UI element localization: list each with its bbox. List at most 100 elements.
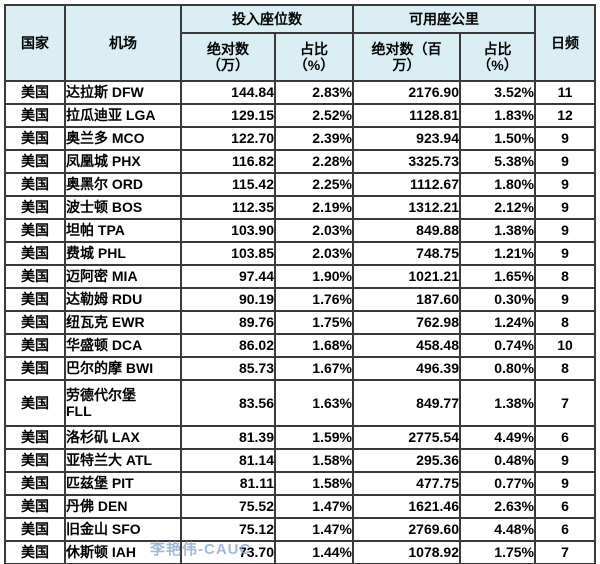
cell-daily-freq: 6 — [534, 425, 596, 450]
cell-ask-abs: 1078.92 — [352, 540, 461, 564]
cell-ask-share: 1.83% — [459, 103, 536, 128]
cell-seats-share: 2.03% — [274, 241, 354, 266]
cell-country: 美国 — [4, 241, 66, 266]
cell-country: 美国 — [4, 149, 66, 174]
cell-airport: 丹佛 DEN — [64, 494, 182, 519]
cell-ask-share: 3.52% — [459, 80, 536, 105]
cell-seats-share: 1.68% — [274, 333, 354, 358]
cell-country: 美国 — [4, 287, 66, 312]
cell-daily-freq: 9 — [534, 241, 596, 266]
cell-airport: 迈阿密 MIA — [64, 264, 182, 289]
table-row: 美国 达勒姆 RDU 90.19 1.76% 187.60 0.30% 9 — [4, 287, 596, 312]
table-header: 国家 机场 投入座位数 可用座公里 日频 绝对数 （万） 占比 （%） 绝对数（… — [4, 4, 596, 82]
cell-seats-share: 1.76% — [274, 287, 354, 312]
cell-country: 美国 — [4, 333, 66, 358]
cell-ask-share: 1.38% — [459, 379, 536, 427]
cell-seats-abs: 103.85 — [180, 241, 276, 266]
cell-ask-abs: 3325.73 — [352, 149, 461, 174]
cell-ask-share: 0.48% — [459, 448, 536, 473]
cell-airport: 坦帕 TPA — [64, 218, 182, 243]
cell-country: 美国 — [4, 195, 66, 220]
cell-airport: 达勒姆 RDU — [64, 287, 182, 312]
cell-seats-share: 2.03% — [274, 218, 354, 243]
table-row: 美国 巴尔的摩 BWI 85.73 1.67% 496.39 0.80% 8 — [4, 356, 596, 381]
table-row: 美国 洛杉矶 LAX 81.39 1.59% 2775.54 4.49% 6 — [4, 425, 596, 450]
table-row: 美国 亚特兰大 ATL 81.14 1.58% 295.36 0.48% 9 — [4, 448, 596, 473]
cell-airport: 奥黑尔 ORD — [64, 172, 182, 197]
table-row: 美国 迈阿密 MIA 97.44 1.90% 1021.21 1.65% 8 — [4, 264, 596, 289]
cell-country: 美国 — [4, 172, 66, 197]
cell-seats-share: 1.58% — [274, 471, 354, 496]
cell-seats-share: 1.47% — [274, 517, 354, 542]
cell-country: 美国 — [4, 517, 66, 542]
table-row: 美国 拉瓜迪亚 LGA 129.15 2.52% 1128.81 1.83% 12 — [4, 103, 596, 128]
cell-ask-share: 0.80% — [459, 356, 536, 381]
cell-daily-freq: 8 — [534, 310, 596, 335]
cell-seats-share: 1.47% — [274, 494, 354, 519]
cell-country: 美国 — [4, 494, 66, 519]
cell-airport: 凤凰城 PHX — [64, 149, 182, 174]
cell-airport: 亚特兰大 ATL — [64, 448, 182, 473]
table-row: 美国 丹佛 DEN 75.52 1.47% 1621.46 2.63% 6 — [4, 494, 596, 519]
header-daily-freq: 日频 — [534, 4, 596, 82]
cell-ask-share: 2.12% — [459, 195, 536, 220]
cell-ask-share: 1.80% — [459, 172, 536, 197]
cell-ask-abs: 1021.21 — [352, 264, 461, 289]
cell-seats-abs: 83.56 — [180, 379, 276, 427]
cell-airport: 休斯顿 IAH — [64, 540, 182, 564]
table-row: 美国 费城 PHL 103.85 2.03% 748.75 1.21% 9 — [4, 241, 596, 266]
cell-seats-abs: 73.70 — [180, 540, 276, 564]
table-row: 美国 匹兹堡 PIT 81.11 1.58% 477.75 0.77% 9 — [4, 471, 596, 496]
cell-seats-abs: 122.70 — [180, 126, 276, 151]
cell-ask-share: 0.74% — [459, 333, 536, 358]
cell-ask-share: 0.77% — [459, 471, 536, 496]
cell-country: 美国 — [4, 356, 66, 381]
cell-seats-abs: 86.02 — [180, 333, 276, 358]
cell-daily-freq: 11 — [534, 80, 596, 105]
cell-seats-abs: 75.52 — [180, 494, 276, 519]
cell-seats-abs: 81.14 — [180, 448, 276, 473]
cell-seats-share: 1.44% — [274, 540, 354, 564]
cell-seats-share: 1.90% — [274, 264, 354, 289]
table-row: 美国 旧金山 SFO 75.12 1.47% 2769.60 4.48% 6 — [4, 517, 596, 542]
cell-ask-abs: 2176.90 — [352, 80, 461, 105]
cell-daily-freq: 9 — [534, 448, 596, 473]
cell-seats-share: 2.52% — [274, 103, 354, 128]
cell-daily-freq: 9 — [534, 172, 596, 197]
cell-ask-abs: 762.98 — [352, 310, 461, 335]
cell-seats-share: 2.39% — [274, 126, 354, 151]
cell-country: 美国 — [4, 540, 66, 564]
cell-ask-abs: 1621.46 — [352, 494, 461, 519]
table-row: 美国 华盛顿 DCA 86.02 1.68% 458.48 0.74% 10 — [4, 333, 596, 358]
cell-daily-freq: 8 — [534, 264, 596, 289]
cell-ask-share: 4.48% — [459, 517, 536, 542]
header-ask-abs: 绝对数（百 万） — [352, 32, 461, 82]
header-seats-abs: 绝对数 （万） — [180, 32, 276, 82]
cell-country: 美国 — [4, 126, 66, 151]
cell-ask-share: 0.30% — [459, 287, 536, 312]
cell-ask-share: 1.21% — [459, 241, 536, 266]
header-ask-group: 可用座公里 — [352, 4, 536, 34]
cell-seats-share: 1.58% — [274, 448, 354, 473]
cell-airport: 波士顿 BOS — [64, 195, 182, 220]
cell-country: 美国 — [4, 425, 66, 450]
cell-ask-abs: 496.39 — [352, 356, 461, 381]
cell-country: 美国 — [4, 310, 66, 335]
header-row-sub: 绝对数 （万） 占比 （%） 绝对数（百 万） 占比 （%） — [5, 32, 595, 82]
cell-seats-share: 2.19% — [274, 195, 354, 220]
header-airport: 机场 — [64, 4, 182, 82]
cell-daily-freq: 12 — [534, 103, 596, 128]
header-ask-share: 占比 （%） — [459, 32, 536, 82]
cell-ask-share: 1.50% — [459, 126, 536, 151]
cell-seats-share: 2.25% — [274, 172, 354, 197]
cell-country: 美国 — [4, 264, 66, 289]
cell-seats-abs: 81.11 — [180, 471, 276, 496]
cell-daily-freq: 9 — [534, 149, 596, 174]
cell-seats-share: 2.83% — [274, 80, 354, 105]
table-row: 美国 休斯顿 IAH 73.70 1.44% 1078.92 1.75% 7 — [4, 540, 596, 564]
cell-country: 美国 — [4, 448, 66, 473]
cell-ask-abs: 923.94 — [352, 126, 461, 151]
cell-airport: 达拉斯 DFW — [64, 80, 182, 105]
cell-daily-freq: 9 — [534, 471, 596, 496]
cell-seats-abs: 112.35 — [180, 195, 276, 220]
